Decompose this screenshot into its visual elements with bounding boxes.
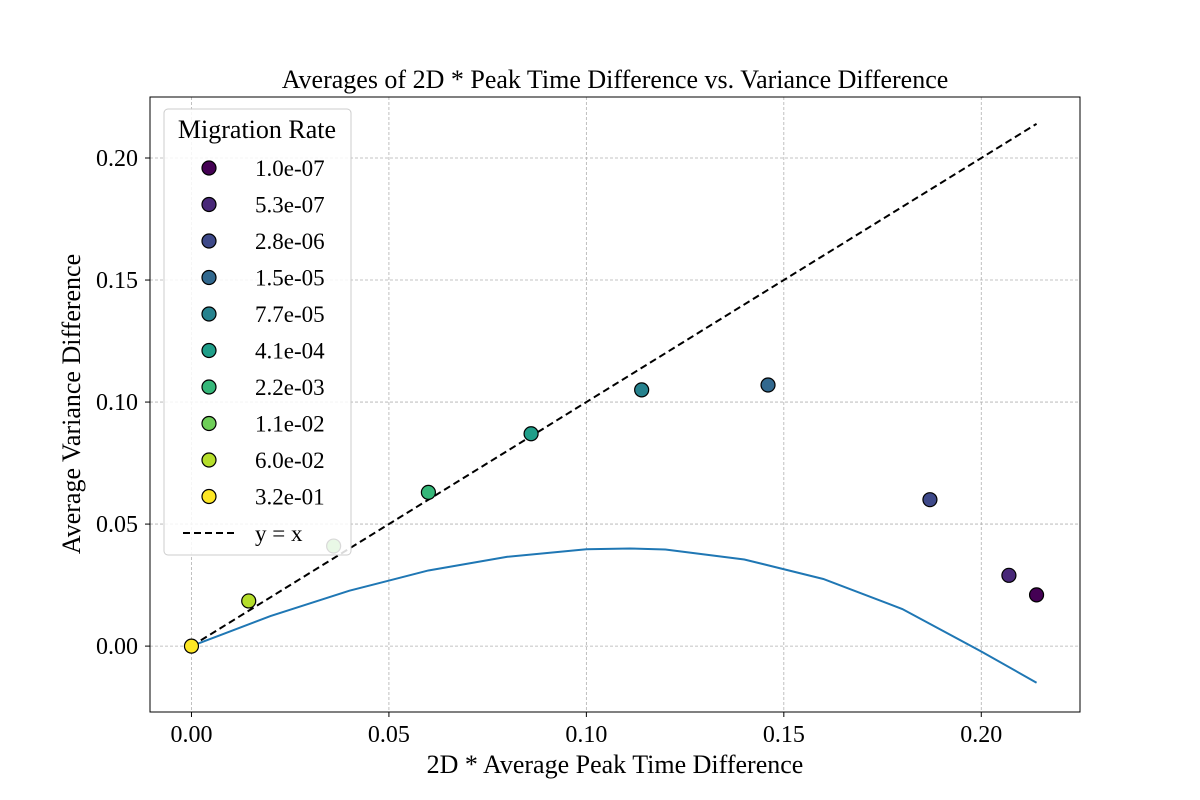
y-tick-label: 0.10: [96, 390, 138, 416]
scatter-point: [420, 484, 437, 500]
legend-marker: [201, 452, 217, 468]
y-axis-label: Average Variance Difference: [57, 254, 86, 554]
legend-label: 7.7e-05: [255, 302, 325, 327]
scatter-point: [922, 492, 938, 508]
axis-ticks: 0.00 0.05 0.10 0.15 0.20 0.00 0.05 0.10 0.15 0.20: [96, 146, 1002, 748]
legend-label: 3.2e-01: [255, 485, 325, 510]
x-tick-label: 0.10: [565, 722, 607, 748]
legend-label: 2.2e-03: [255, 375, 325, 400]
legend-label: 1.1e-02: [255, 412, 325, 437]
legend-marker: [201, 269, 217, 286]
legend-label: 4.1e-04: [255, 339, 325, 364]
chart-title: Averages of 2D * Peak Time Difference vs…: [282, 65, 949, 94]
x-axis-label: 2D * Average Peak Time Difference: [427, 750, 804, 779]
legend-marker: [201, 160, 217, 176]
plot-area: [183, 122, 1045, 684]
legend-marker: [201, 196, 217, 213]
legend-label: 5.3e-07: [255, 193, 325, 218]
y-tick-label: 0.20: [96, 146, 138, 172]
scatter-point: [241, 593, 257, 609]
plot-frame: [149, 96, 1081, 713]
legend-label: 2.8e-06: [255, 229, 325, 254]
legend-label: 6.0e-02: [255, 448, 325, 473]
legend-frame: [163, 108, 352, 556]
x-tick-label: 0.15: [763, 722, 805, 748]
scatter-point: [634, 382, 650, 398]
scatter-point: [760, 377, 776, 393]
legend-marker: [201, 379, 217, 395]
scatter-point: [1001, 567, 1017, 583]
legend-marker: [201, 488, 217, 505]
x-tick-label: 0.20: [960, 722, 1002, 748]
legend-marker: [201, 415, 217, 432]
legend: Migration Rate 1.0e-07 5.3e-07 2.8e-06 1.5e…: [163, 108, 352, 556]
legend-label: 1.5e-05: [255, 266, 325, 291]
fitted-curve: [191, 547, 1038, 684]
reference-line-y-equals-x: [190, 122, 1038, 647]
legend-marker: [201, 342, 217, 359]
legend-marker: [201, 306, 217, 322]
legend-label: 1.0e-07: [255, 156, 325, 181]
y-tick-label: 0.05: [96, 512, 138, 538]
legend-title: Migration Rate: [178, 115, 336, 144]
y-tick-label: 0.15: [96, 268, 138, 294]
scatter-point: [183, 638, 200, 654]
scatter-point: [523, 426, 539, 442]
legend-marker: [201, 233, 217, 249]
y-tick-label: 0.00: [96, 634, 138, 660]
legend-line-label: y = x: [255, 521, 303, 546]
x-tick-label: 0.00: [170, 722, 212, 748]
scatter-point: [1028, 587, 1045, 603]
x-tick-label: 0.05: [368, 722, 410, 748]
